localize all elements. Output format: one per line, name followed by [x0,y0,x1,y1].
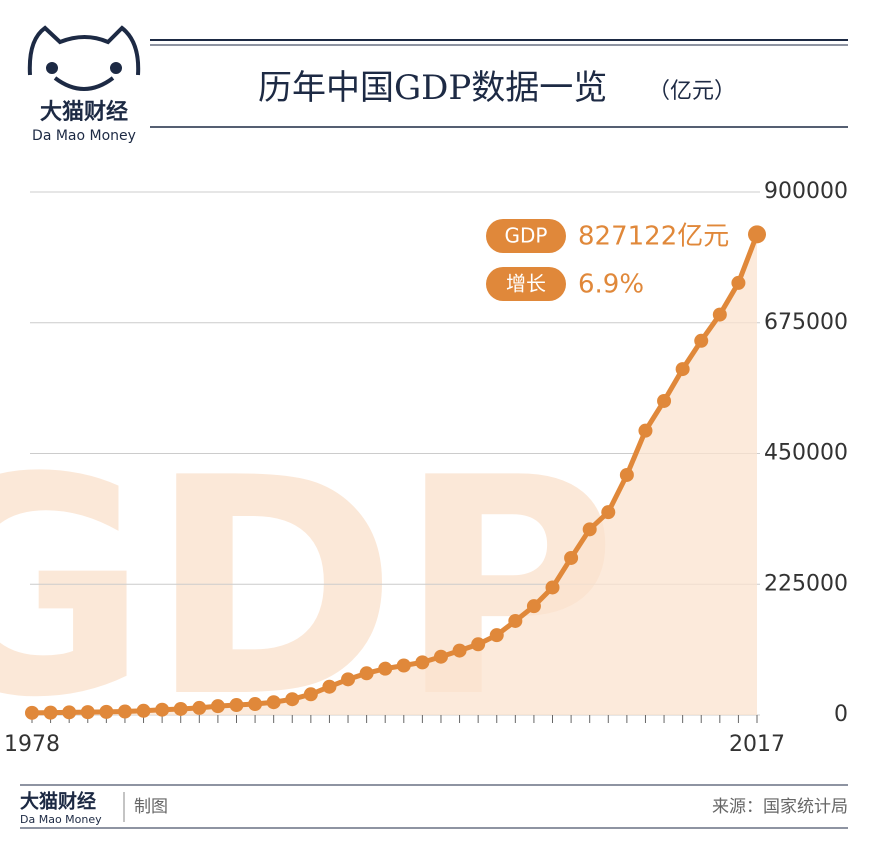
footer-source: 来源：国家统计局 [712,797,848,817]
point [266,695,281,710]
x-tick-label: 1978 [4,732,60,757]
point [582,522,597,537]
point [155,702,170,717]
annotation-tag: 增长 [506,272,546,296]
point [619,467,634,482]
point [415,655,430,670]
point [694,333,709,348]
annotation-text: 6.9% [578,270,644,300]
footer-made: 制图 [134,797,168,817]
point [62,705,77,720]
footer-logo-en: Da Mao Money [20,813,102,826]
point [80,705,95,720]
chart-title: 历年中国GDP数据一览 [258,68,607,108]
point [117,704,132,719]
point [675,362,690,377]
point [285,692,300,707]
logo-eye [110,62,122,74]
point [748,225,766,244]
point [359,666,374,681]
annotation-pill [486,219,566,253]
y-tick-label: 225000 [764,571,848,596]
annotation-tag: GDP [505,224,548,248]
point [731,275,746,290]
annotation-pill [486,267,566,301]
point [526,599,541,614]
logo-en: Da Mao Money [32,128,136,144]
point [471,637,486,652]
logo-cat [27,25,141,76]
point [248,697,263,712]
point [341,672,356,687]
annotation-text: 827122亿元 [578,222,729,252]
point [452,643,467,658]
point [489,628,504,643]
point [210,699,225,714]
line [31,233,760,716]
x-tick-label: 2017 [729,732,785,757]
point [712,307,727,322]
point [657,393,672,408]
point [433,649,448,664]
y-tick-label: 675000 [764,310,848,335]
point [378,661,393,676]
point [564,550,579,565]
point [229,698,244,713]
area [32,234,757,715]
y-tick-label: 450000 [764,441,848,466]
point [508,613,523,628]
point [99,704,114,719]
point [136,703,151,718]
y-tick-label: 0 [834,702,848,727]
point [303,687,318,702]
point [638,423,653,438]
point [545,580,560,595]
point [192,700,207,715]
plot: 0 225000 450000 675000 900000 1978 2017 GDP 8271… [4,179,848,757]
footer-logo-cn: 大猫财经 [20,790,96,813]
y-tick-label: 900000 [764,179,848,204]
logo-cn: 大猫财经 [40,99,128,125]
point [173,701,188,716]
point [396,658,411,673]
point [601,505,616,520]
point [43,705,58,720]
unit: （亿元） [648,79,736,104]
logo-eye [46,62,58,74]
logo [27,25,141,91]
logo-smile [53,76,115,91]
point [25,705,39,720]
point [322,679,337,694]
